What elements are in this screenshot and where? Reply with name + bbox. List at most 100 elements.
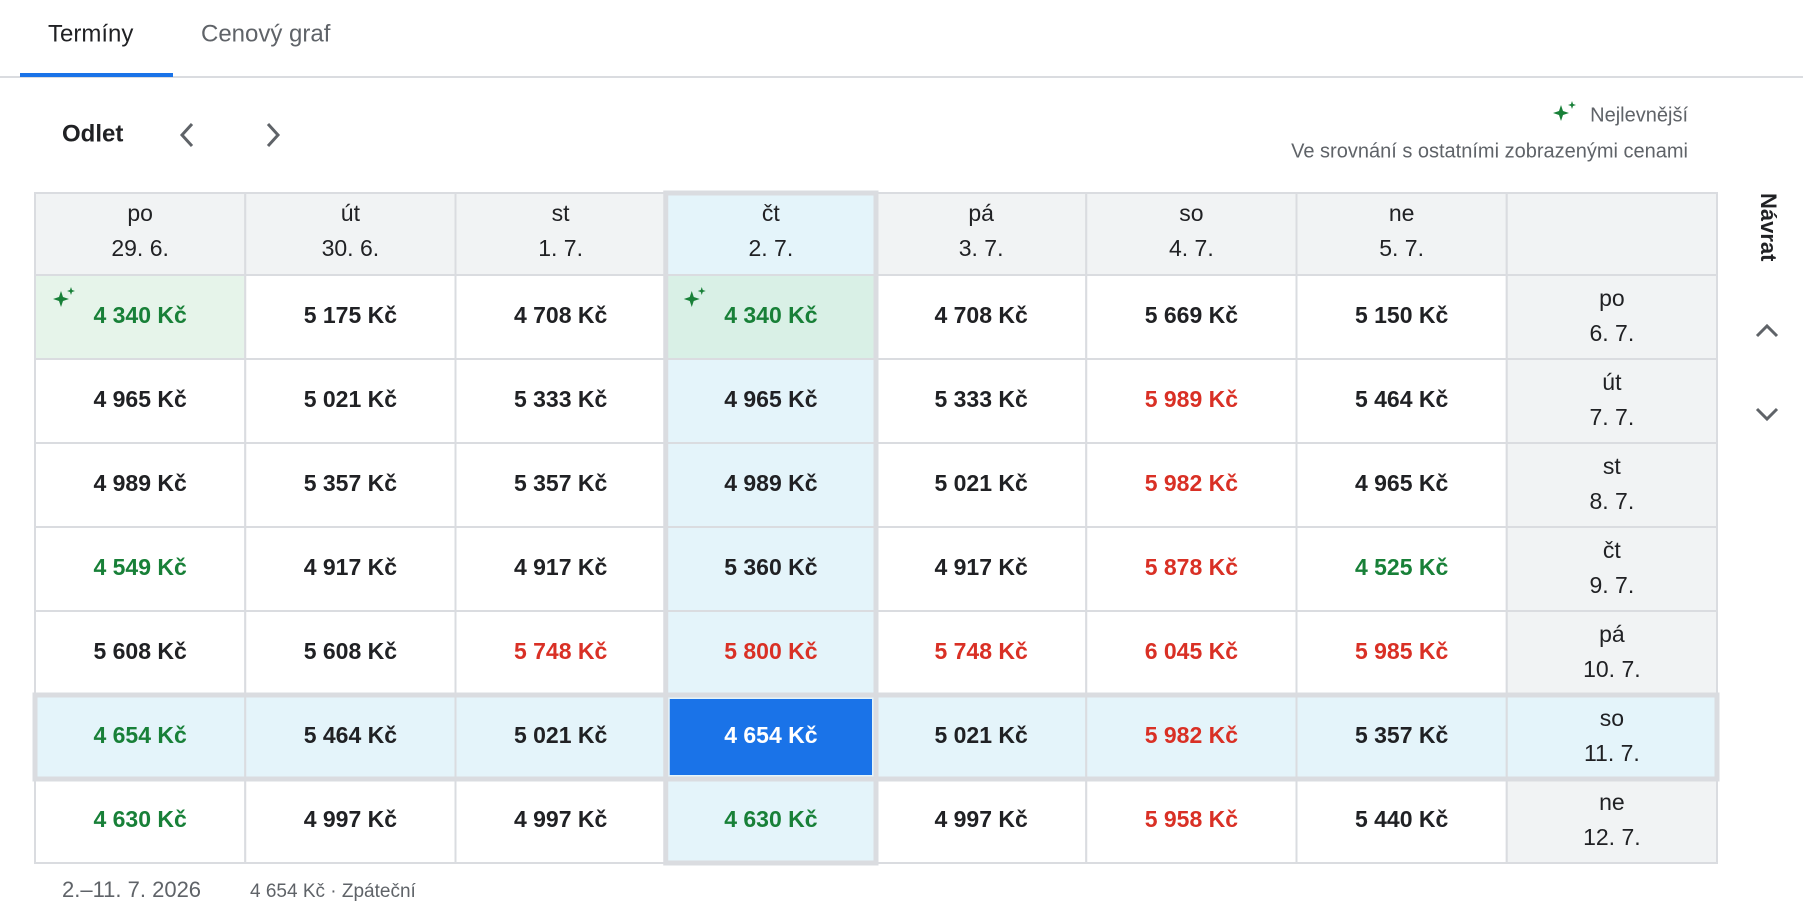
price-cell[interactable] xyxy=(664,778,877,864)
price: 5 440 Kč xyxy=(1355,806,1449,832)
price-cell[interactable] xyxy=(875,778,1088,864)
price: 4 630 Kč xyxy=(93,806,187,832)
price-cell[interactable] xyxy=(454,526,667,612)
row-date: 11. 7. xyxy=(1584,740,1640,766)
price-cell[interactable] xyxy=(1295,274,1508,360)
price: 5 357 Kč xyxy=(514,470,608,496)
next-arrow[interactable] xyxy=(266,122,281,148)
price: 4 549 Kč xyxy=(93,554,187,580)
price-cell[interactable] xyxy=(664,442,877,528)
price: 4 708 Kč xyxy=(934,302,1028,328)
price: 4 997 Kč xyxy=(934,806,1028,832)
price: 4 989 Kč xyxy=(93,470,187,496)
price: 5 333 Kč xyxy=(934,386,1028,412)
price-cell[interactable] xyxy=(1085,274,1298,360)
price: 5 608 Kč xyxy=(304,638,398,664)
price-cell[interactable] xyxy=(664,274,877,360)
price: 4 989 Kč xyxy=(724,470,818,496)
price: 5 985 Kč xyxy=(1355,638,1449,664)
column-date: 29. 6. xyxy=(111,235,169,261)
price: 5 748 Kč xyxy=(934,638,1028,664)
price: 4 340 Kč xyxy=(93,302,187,328)
footer-summary: 4 654 Kč · Zpáteční xyxy=(250,881,417,902)
price-cell[interactable] xyxy=(1085,526,1298,612)
price: 5 800 Kč xyxy=(724,638,818,664)
price-cell[interactable] xyxy=(875,274,1088,360)
tab[interactable]: Cenový graf xyxy=(201,20,331,47)
price: 4 997 Kč xyxy=(514,806,608,832)
price-cell[interactable] xyxy=(34,526,247,612)
selected-row-outline xyxy=(32,692,1720,782)
column-day: po xyxy=(127,200,153,226)
price: 4 630 Kč xyxy=(724,806,818,832)
row-header xyxy=(1505,778,1718,864)
row-day: so xyxy=(1600,705,1624,731)
price-cell[interactable] xyxy=(1085,778,1298,864)
return-up[interactable] xyxy=(1755,323,1779,338)
price: 5 357 Kč xyxy=(1355,722,1449,748)
price: 5 021 Kč xyxy=(934,722,1028,748)
price: 5 360 Kč xyxy=(724,554,818,580)
price: 6 045 Kč xyxy=(1145,638,1239,664)
price: 5 982 Kč xyxy=(1145,470,1239,496)
price: 4 917 Kč xyxy=(934,554,1028,580)
price: 5 464 Kč xyxy=(304,722,398,748)
price: 5 958 Kč xyxy=(1145,806,1239,832)
column-date: 5. 7. xyxy=(1379,235,1424,261)
column-day: ne xyxy=(1389,200,1415,226)
row-header xyxy=(1505,526,1718,612)
price-cell[interactable] xyxy=(244,274,457,360)
price-cell[interactable] xyxy=(244,778,457,864)
row-date: 7. 7. xyxy=(1589,404,1634,430)
legend-note: Ve srovnání s ostatními zobrazenými cena… xyxy=(1291,140,1688,162)
price-cell[interactable] xyxy=(244,442,457,528)
price-cell[interactable] xyxy=(454,358,667,444)
price-cell[interactable] xyxy=(1085,442,1298,528)
price-cell[interactable] xyxy=(244,526,457,612)
price: 4 917 Kč xyxy=(304,554,398,580)
price-cell[interactable] xyxy=(454,442,667,528)
departure-label: Odlet xyxy=(62,120,123,147)
price-cell[interactable] xyxy=(875,442,1088,528)
price-cell[interactable] xyxy=(454,778,667,864)
column-day: so xyxy=(1179,200,1203,226)
price: 4 917 Kč xyxy=(514,554,608,580)
price-cell[interactable] xyxy=(34,694,247,780)
row-day: st xyxy=(1603,453,1622,479)
price: 5 748 Kč xyxy=(514,638,608,664)
column-date: 4. 7. xyxy=(1169,235,1214,261)
column-day: pá xyxy=(968,200,994,226)
price-cell[interactable] xyxy=(664,526,877,612)
price-cell[interactable] xyxy=(34,442,247,528)
row-date: 9. 7. xyxy=(1589,572,1634,598)
price-cell[interactable] xyxy=(1295,442,1508,528)
price: 5 982 Kč xyxy=(1145,722,1239,748)
column-date: 1. 7. xyxy=(538,235,583,261)
return-down[interactable] xyxy=(1755,407,1779,422)
column-date: 2. 7. xyxy=(748,235,793,261)
price: 5 464 Kč xyxy=(1355,386,1449,412)
price: 5 333 Kč xyxy=(514,386,608,412)
tab[interactable]: Termíny xyxy=(48,20,133,47)
row-day: út xyxy=(1602,369,1622,395)
price-cell[interactable] xyxy=(454,274,667,360)
price: 4 965 Kč xyxy=(724,386,818,412)
price: 5 878 Kč xyxy=(1145,554,1239,580)
tab-indicator xyxy=(20,73,173,77)
column-date: 3. 7. xyxy=(959,235,1004,261)
column-day: čt xyxy=(762,200,781,226)
price: 5 021 Kč xyxy=(934,470,1028,496)
price-cell[interactable] xyxy=(875,526,1088,612)
price-cell[interactable] xyxy=(1085,694,1298,780)
price-cell[interactable] xyxy=(1295,694,1508,780)
price-cell[interactable] xyxy=(664,358,877,444)
price-cell[interactable] xyxy=(1295,526,1508,612)
row-day: ne xyxy=(1599,789,1625,815)
prev-arrow[interactable] xyxy=(179,122,194,148)
price: 4 965 Kč xyxy=(93,386,187,412)
row-day: pá xyxy=(1599,621,1625,647)
column-date: 30. 6. xyxy=(322,235,380,261)
price: 4 997 Kč xyxy=(304,806,398,832)
legend-label: Nejlevnější xyxy=(1590,104,1688,126)
